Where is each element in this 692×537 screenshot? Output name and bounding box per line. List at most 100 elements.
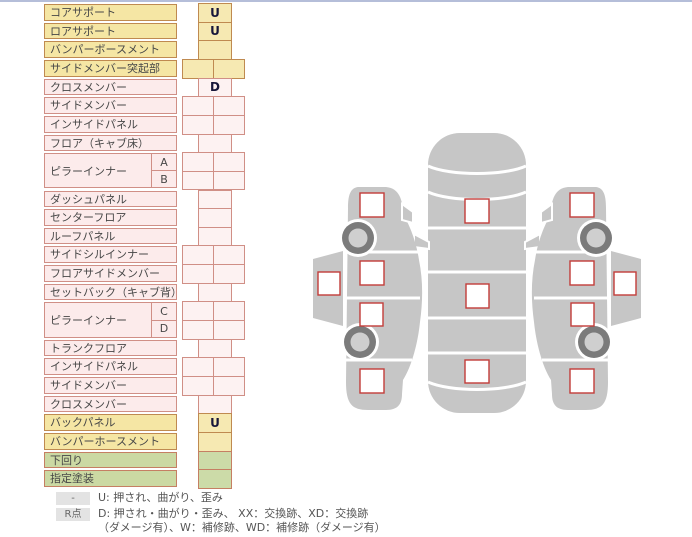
damage-cell[interactable] bbox=[198, 40, 232, 60]
damage-cell-pair[interactable] bbox=[182, 357, 245, 377]
damage-cell[interactable] bbox=[213, 59, 244, 78]
marker-left-rocker[interactable] bbox=[317, 271, 341, 296]
damage-cell[interactable]: D bbox=[198, 77, 232, 98]
marker-right-front-door[interactable] bbox=[569, 260, 595, 286]
part-label: サイドメンバー突起部 bbox=[44, 59, 177, 77]
part-label: バンパーボースメント bbox=[44, 41, 177, 58]
part-label: クロスメンバー bbox=[44, 78, 177, 96]
damage-cell[interactable]: U bbox=[198, 21, 232, 42]
damage-cell[interactable] bbox=[183, 97, 213, 115]
part-label-text: ピラーインナー bbox=[45, 303, 152, 337]
damage-cell[interactable] bbox=[213, 321, 244, 339]
damage-cell[interactable] bbox=[213, 265, 244, 283]
rear-bumper-line bbox=[427, 380, 527, 391]
damage-cell[interactable] bbox=[213, 377, 244, 395]
legend-key-minor: - bbox=[56, 492, 90, 505]
part-label: トランクフロア bbox=[44, 339, 177, 357]
damage-cell[interactable]: U bbox=[198, 3, 232, 23]
part-label: サイドメンバー bbox=[44, 97, 177, 114]
marker-top-roof[interactable] bbox=[465, 283, 490, 309]
damage-cell-pair[interactable] bbox=[182, 152, 245, 172]
damage-cell[interactable] bbox=[198, 282, 232, 303]
damage-cell[interactable] bbox=[213, 246, 244, 265]
damage-cell[interactable] bbox=[198, 189, 232, 210]
damage-cell[interactable] bbox=[213, 302, 244, 321]
damage-cell[interactable] bbox=[183, 116, 213, 134]
part-label: サイドシルインナー bbox=[44, 246, 177, 264]
damage-cell[interactable] bbox=[198, 226, 232, 247]
marker-right-rear-door[interactable] bbox=[570, 302, 595, 327]
damage-sheet: コアサポート U ロアサポート U バンパーボースメント サイドメンバー突起部 クロスメンバ… bbox=[44, 3, 246, 490]
car-top-view bbox=[413, 133, 541, 413]
damage-cell[interactable] bbox=[198, 338, 232, 359]
damage-cell[interactable] bbox=[198, 431, 232, 452]
damage-cell[interactable] bbox=[183, 153, 213, 171]
damage-cell[interactable] bbox=[198, 450, 232, 471]
damage-cell[interactable] bbox=[198, 208, 232, 228]
part-label: フロア（キャブ床） bbox=[44, 134, 177, 152]
damage-cell[interactable] bbox=[213, 115, 244, 134]
damage-cell[interactable] bbox=[213, 171, 244, 190]
marker-left-front-fender[interactable] bbox=[359, 192, 385, 218]
damage-cell[interactable] bbox=[183, 172, 213, 190]
part-label: インサイドパネル bbox=[44, 358, 177, 375]
damage-cell-pair[interactable] bbox=[182, 264, 245, 284]
damage-cell[interactable] bbox=[213, 153, 244, 171]
part-label: ロアサポート bbox=[44, 22, 177, 40]
marker-right-front-fender[interactable] bbox=[569, 192, 595, 218]
marker-right-rocker[interactable] bbox=[613, 271, 637, 296]
damage-cell-pair[interactable] bbox=[182, 170, 245, 191]
damage-cell-pair[interactable] bbox=[182, 114, 245, 135]
damage-cell[interactable] bbox=[183, 321, 213, 339]
part-label: ピラーインナー C D bbox=[44, 302, 177, 338]
damage-cell[interactable] bbox=[183, 377, 213, 395]
marker-top-trunk[interactable] bbox=[464, 359, 490, 384]
damage-cell-pair[interactable] bbox=[182, 376, 245, 396]
front-wheel-icon bbox=[339, 219, 377, 257]
damage-cell[interactable] bbox=[213, 358, 244, 376]
damage-cell[interactable] bbox=[183, 358, 213, 376]
marker-top-hood[interactable] bbox=[464, 198, 490, 224]
legend-row-u: - U: 押され、曲がり、歪み bbox=[56, 491, 476, 505]
damage-cell[interactable] bbox=[183, 302, 213, 320]
part-label: セットバック（キャブ背） bbox=[44, 283, 177, 301]
damage-cell[interactable]: U bbox=[198, 413, 232, 433]
damage-cell-pair[interactable] bbox=[182, 58, 245, 79]
marker-left-front-door[interactable] bbox=[359, 260, 385, 286]
part-sublabel: C bbox=[160, 304, 168, 318]
damage-cell[interactable] bbox=[198, 394, 232, 415]
damage-cell[interactable] bbox=[183, 246, 213, 264]
part-label: サイドメンバー bbox=[44, 377, 177, 394]
front-bumper-line bbox=[427, 164, 527, 175]
marker-left-rear-fender[interactable] bbox=[359, 368, 385, 394]
part-sublabel: D bbox=[152, 319, 176, 337]
part-label: フロアサイドメンバー bbox=[44, 265, 177, 282]
part-sublabel: B bbox=[152, 170, 176, 187]
part-label: 指定塗装 bbox=[44, 470, 177, 487]
part-label: バックパネル bbox=[44, 414, 177, 431]
damage-cell[interactable] bbox=[183, 265, 213, 283]
damage-markers bbox=[317, 192, 637, 394]
damage-cell[interactable] bbox=[198, 133, 232, 154]
rear-wheel-icon bbox=[341, 323, 379, 361]
damage-cell[interactable] bbox=[198, 469, 232, 489]
top-divider-line bbox=[0, 0, 692, 2]
part-label: クロスメンバー bbox=[44, 395, 177, 413]
damage-cell-pair[interactable] bbox=[182, 301, 245, 322]
damage-cell-pair[interactable] bbox=[182, 245, 245, 266]
legend-row-r: R点 D: 押され・曲がり・歪み、 XX：交換跡、XD：交換跡 （ダメージ有）、… bbox=[56, 507, 476, 535]
side-mirror-icon bbox=[401, 202, 414, 225]
damage-cell[interactable] bbox=[213, 97, 244, 115]
legend-text-r-line2: （ダメージ有）、W：補修跡、WD：補修跡（ダメージ有） bbox=[98, 521, 386, 534]
part-label: ピラーインナー A B bbox=[44, 153, 177, 189]
part-label: バンパーホースメント bbox=[44, 432, 177, 450]
part-label: コアサポート bbox=[44, 4, 177, 21]
marker-left-rear-door[interactable] bbox=[359, 302, 384, 327]
legend-key-rpoint: R点 bbox=[56, 508, 90, 521]
damage-cell[interactable] bbox=[183, 60, 213, 78]
damage-cell-pair[interactable] bbox=[182, 96, 245, 116]
damage-cell-pair[interactable] bbox=[182, 320, 245, 340]
marker-right-rear-fender[interactable] bbox=[569, 368, 595, 394]
part-label: 下回り bbox=[44, 451, 177, 469]
